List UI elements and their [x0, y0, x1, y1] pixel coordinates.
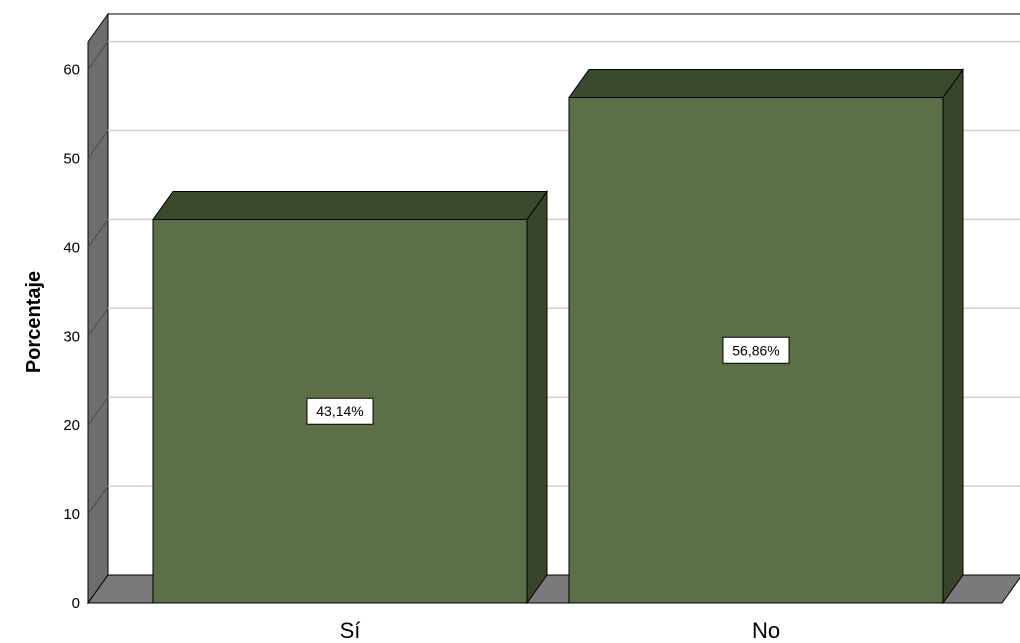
x-category-label: No: [752, 618, 780, 643]
y-tick-label: 50: [63, 151, 80, 168]
y-tick-label: 60: [63, 62, 80, 79]
bar-side: [942, 67, 964, 605]
y-axis-ticks: 0 10 20 30 40 50 60: [63, 62, 80, 612]
side-grid-line: [87, 308, 109, 337]
y-tick-label: 10: [63, 506, 80, 523]
y-tick-label: 30: [63, 328, 80, 345]
bar-side: [526, 189, 548, 605]
y-axis-title: Porcentaje: [23, 271, 45, 373]
data-label-text: 43,14%: [316, 403, 363, 419]
data-label-box: [722, 336, 790, 364]
bar-top: [568, 69, 964, 99]
side-grid-line: [87, 41, 109, 70]
y-tick-label: 0: [72, 595, 80, 612]
data-label-text: 56,86%: [732, 342, 779, 358]
side-grid-line: [87, 485, 109, 515]
data-label-box: [306, 397, 374, 425]
y-tick-label: 40: [63, 239, 80, 256]
bar-top: [152, 190, 548, 220]
side-wall: [87, 12, 109, 605]
side-grid-line: [87, 396, 109, 426]
data-label: 43,14%: [306, 397, 374, 425]
bars: 43,14% 56,86%: [152, 67, 964, 605]
y-tick-label: 20: [63, 417, 80, 434]
side-grid-line: [87, 219, 109, 248]
data-label: 56,86%: [722, 336, 790, 364]
x-category-label: Sí: [340, 618, 361, 643]
bar-1: 56,86%: [568, 67, 964, 605]
bar-0: 43,14%: [152, 189, 548, 605]
x-axis-labels: Sí No: [340, 618, 780, 643]
side-grid-line: [87, 130, 109, 159]
